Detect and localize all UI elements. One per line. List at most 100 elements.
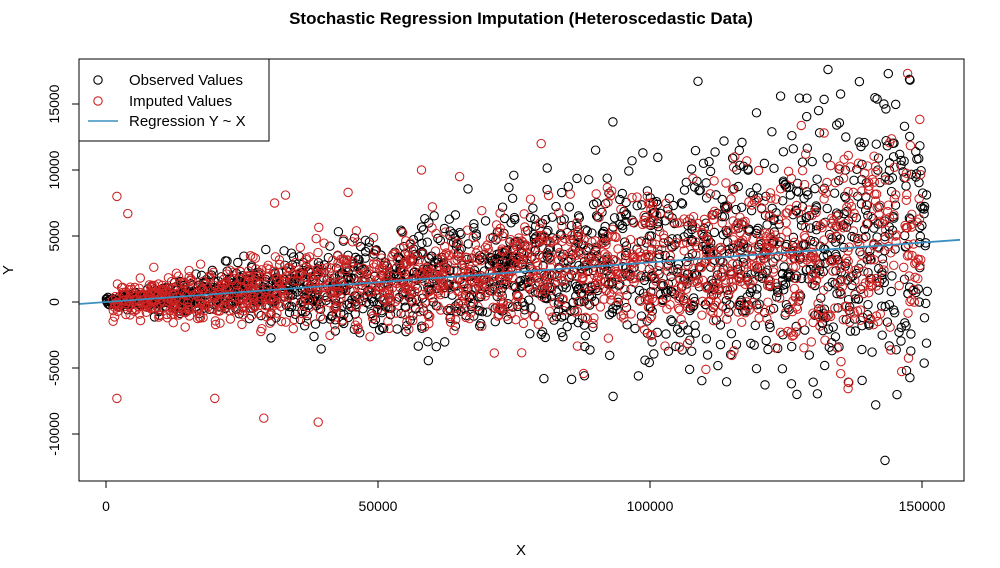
imputed-point [872,276,882,287]
imputed-point [238,284,248,294]
observed-point [915,201,926,211]
imputed-point [458,284,469,294]
observed-point [731,204,741,215]
imputed-point [238,306,248,316]
imputed-point [199,300,210,310]
imputed-point [242,271,253,281]
imputed-point [489,271,499,282]
observed-point [544,245,554,255]
imputed-point [690,236,701,247]
observed-point [853,294,864,304]
observed-point [877,330,887,340]
observed-point [759,158,770,169]
imputed-point [832,220,842,231]
imputed-point [843,264,854,274]
imputed-point [284,263,294,273]
imputed-point [866,281,876,292]
imputed-point [905,296,915,307]
observed-point [661,329,671,339]
observed-point [660,286,671,297]
imputed-point [397,228,408,238]
observed-point [777,275,788,286]
imputed-point [511,241,522,252]
observed-point [750,320,761,331]
imputed-point [775,327,786,338]
imputed-point [863,177,874,187]
observed-point [751,108,762,118]
imputed-point [878,259,889,269]
observed-point [539,373,549,384]
observed-point [841,258,851,269]
observed-point [233,257,243,268]
imputed-point [765,228,775,239]
imputed-point [445,317,456,328]
imputed-point [865,313,876,324]
imputed-point [641,249,652,260]
imputed-point [264,264,275,274]
imputed-point [902,251,913,261]
imputed-point [352,324,363,335]
imputed-point [558,305,569,316]
observed-point [848,271,858,281]
imputed-point [826,213,837,224]
imputed-point [781,218,791,228]
observed-point [370,245,381,256]
imputed-point [431,263,442,273]
observed-point [886,286,897,297]
imputed-point [843,256,853,267]
imputed-point [565,248,575,258]
observed-point [920,298,931,309]
imputed-point [915,114,925,125]
observed-point [641,238,652,248]
imputed-point [800,149,811,159]
imputed-point [643,251,654,262]
x-axis-label: X [516,542,526,559]
imputed-point [723,290,734,301]
observed-point [777,364,788,374]
observed-point [752,183,762,193]
imputed-point [357,297,367,307]
imputed-point [821,188,831,198]
imputed-point [832,343,842,353]
observed-point [792,389,802,400]
observed-point [785,190,796,200]
imputed-point [384,323,394,334]
imputed-point [862,161,873,171]
observed-point [915,231,926,242]
observed-point [778,285,789,295]
imputed-point [703,221,714,232]
imputed-point [470,240,481,250]
imputed-point [378,257,389,268]
imputed-point [407,297,418,307]
imputed-point [644,295,654,306]
imputed-point [559,233,570,244]
imputed-point [391,308,401,318]
imputed-point [883,200,894,210]
imputed-point [637,219,648,230]
imputed-point [408,276,419,286]
imputed-point [883,241,894,252]
imputed-point [579,235,589,245]
y-tick-label: 0 [46,298,62,306]
imputed-point [477,279,487,289]
observed-point [813,105,824,116]
imputed-point [853,158,864,168]
observed-point [841,193,851,203]
imputed-point [726,276,736,286]
imputed-point [537,291,547,302]
imputed-point [676,314,686,325]
imputed-point [588,318,598,329]
observed-point [751,290,762,300]
imputed-point [400,309,410,320]
observed-point [611,300,621,311]
imputed-point [552,271,563,282]
imputed-point [330,287,340,297]
observed-point [675,292,686,302]
observed-point [679,232,689,242]
imputed-point [295,298,306,309]
observed-point [774,219,784,229]
observed-point [583,174,594,185]
observed-point [715,339,726,350]
imputed-point [626,309,636,319]
imputed-point [248,292,259,302]
